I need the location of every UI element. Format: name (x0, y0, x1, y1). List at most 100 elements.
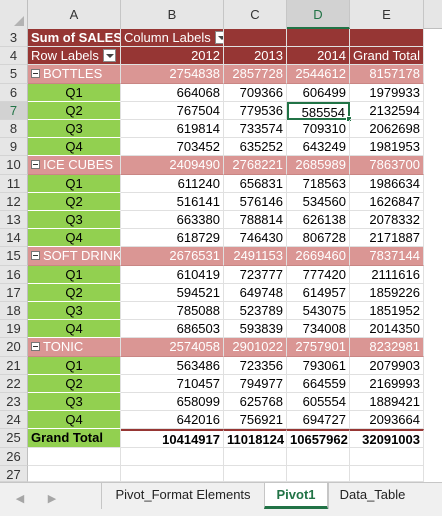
row-number[interactable]: 10 (0, 156, 28, 175)
value-cell[interactable]: 534560 (287, 192, 350, 211)
value-cell[interactable]: 516141 (121, 192, 224, 211)
group-label-cell[interactable]: TONIC (28, 338, 121, 357)
year-header-cell[interactable]: 2013 (224, 47, 287, 66)
value-cell[interactable]: 619814 (121, 120, 224, 139)
value-cell[interactable]: 625768 (224, 393, 287, 412)
value-cell[interactable]: 664068 (121, 83, 224, 102)
row-total-cell[interactable]: 2079903 (350, 356, 424, 375)
row-total-cell[interactable]: 1851952 (350, 302, 424, 321)
value-cell[interactable]: 734008 (287, 320, 350, 339)
value-cell[interactable]: 563486 (121, 356, 224, 375)
empty-cell[interactable] (224, 465, 287, 482)
row-total-cell[interactable]: 2062698 (350, 120, 424, 139)
value-cell[interactable]: 806728 (287, 229, 350, 248)
row-number[interactable]: 18 (0, 302, 28, 321)
sheet-tab-pivot-format-elements[interactable]: Pivot_Format Elements (101, 483, 264, 509)
group-value-cell[interactable]: 2768221 (224, 156, 287, 175)
select-all-corner[interactable] (0, 0, 28, 29)
row-total-cell[interactable]: 1889421 (350, 393, 424, 412)
collapse-icon[interactable] (31, 160, 40, 170)
row-number[interactable]: 24 (0, 411, 28, 430)
scroll-tabs-left-icon[interactable]: ◀ (15, 493, 25, 505)
quarter-label-cell[interactable]: Q2 (28, 101, 121, 120)
value-cell[interactable]: 785088 (121, 302, 224, 321)
group-label-cell[interactable]: BOTTLES (28, 65, 121, 84)
row-number[interactable]: 9 (0, 138, 28, 157)
sheet-tab-data-table[interactable]: Data_Table (328, 483, 416, 509)
row-total-cell[interactable]: 2171887 (350, 229, 424, 248)
quarter-label-cell[interactable]: Q1 (28, 83, 121, 102)
value-cell[interactable]: 709366 (224, 83, 287, 102)
group-value-cell[interactable]: 2901022 (224, 338, 287, 357)
group-label-cell[interactable]: ICE CUBES (28, 156, 121, 175)
value-cell[interactable]: 606499 (287, 83, 350, 102)
column-header-a[interactable]: A (28, 0, 121, 29)
pivot-values-label[interactable]: Sum of SALES (28, 29, 121, 48)
empty-cell[interactable] (287, 447, 350, 466)
value-cell[interactable]: 611240 (121, 174, 224, 193)
value-cell[interactable]: 756921 (224, 411, 287, 430)
row-number[interactable]: 25 (0, 429, 28, 448)
quarter-label-cell[interactable]: Q2 (28, 283, 121, 302)
quarter-label-cell[interactable]: Q3 (28, 120, 121, 139)
row-number[interactable]: 26 (0, 447, 28, 466)
grand-total-value[interactable]: 10657962 (287, 429, 350, 448)
quarter-label-cell[interactable]: Q1 (28, 356, 121, 375)
value-cell[interactable]: 779536 (224, 101, 287, 120)
quarter-label-cell[interactable]: Q2 (28, 192, 121, 211)
row-number[interactable]: 12 (0, 192, 28, 211)
value-cell[interactable]: 642016 (121, 411, 224, 430)
value-cell[interactable]: 718563 (287, 174, 350, 193)
collapse-icon[interactable] (31, 69, 40, 79)
group-value-cell[interactable]: 2491153 (224, 247, 287, 266)
value-cell[interactable]: 663380 (121, 211, 224, 230)
collapse-icon[interactable] (31, 251, 40, 261)
value-cell[interactable]: 703452 (121, 138, 224, 157)
row-total-cell[interactable]: 2093664 (350, 411, 424, 430)
quarter-label-cell[interactable]: Q3 (28, 211, 121, 230)
value-cell[interactable]: 733574 (224, 120, 287, 139)
empty-cell[interactable] (224, 447, 287, 466)
sheet-tab-pivot1[interactable]: Pivot1 (264, 483, 328, 509)
value-cell[interactable]: 543075 (287, 302, 350, 321)
row-number[interactable]: 8 (0, 120, 28, 139)
year-header-cell[interactable]: 2014 (287, 47, 350, 66)
value-cell[interactable]: 793061 (287, 356, 350, 375)
empty-cell[interactable] (121, 465, 224, 482)
row-number[interactable]: 15 (0, 247, 28, 266)
group-label-cell[interactable]: SOFT DRINKS (28, 247, 121, 266)
row-number[interactable]: 6 (0, 83, 28, 102)
empty-cell[interactable] (287, 465, 350, 482)
grand-total-overall[interactable]: 32091003 (350, 429, 424, 448)
value-cell[interactable]: 593839 (224, 320, 287, 339)
column-labels-cell[interactable]: Column Labels (121, 29, 224, 48)
empty-cell[interactable] (28, 465, 121, 482)
row-number[interactable]: 14 (0, 229, 28, 248)
value-cell[interactable]: 710457 (121, 374, 224, 393)
grand-total-value[interactable]: 10414917 (121, 429, 224, 448)
row-number[interactable]: 19 (0, 320, 28, 339)
value-cell[interactable]: 523789 (224, 302, 287, 321)
row-number[interactable]: 22 (0, 374, 28, 393)
empty-cell[interactable] (121, 447, 224, 466)
value-cell[interactable]: 777420 (287, 265, 350, 284)
group-value-cell[interactable]: 2409490 (121, 156, 224, 175)
value-cell[interactable]: 614957 (287, 283, 350, 302)
value-cell[interactable]: 658099 (121, 393, 224, 412)
group-value-cell[interactable]: 2857728 (224, 65, 287, 84)
empty-cell[interactable] (28, 447, 121, 466)
quarter-label-cell[interactable]: Q3 (28, 302, 121, 321)
grand-total-value[interactable]: 11018124 (224, 429, 287, 448)
group-total-cell[interactable]: 8232981 (350, 338, 424, 357)
quarter-label-cell[interactable]: Q3 (28, 393, 121, 412)
row-number[interactable]: 4 (0, 47, 28, 66)
group-value-cell[interactable]: 2574058 (121, 338, 224, 357)
row-number[interactable]: 13 (0, 211, 28, 230)
row-total-cell[interactable]: 1626847 (350, 192, 424, 211)
row-total-cell[interactable]: 2014350 (350, 320, 424, 339)
value-cell[interactable]: 594521 (121, 283, 224, 302)
group-total-cell[interactable]: 7837144 (350, 247, 424, 266)
row-total-cell[interactable]: 2169993 (350, 374, 424, 393)
column-header-d[interactable]: D (287, 0, 350, 29)
value-cell[interactable]: 788814 (224, 211, 287, 230)
